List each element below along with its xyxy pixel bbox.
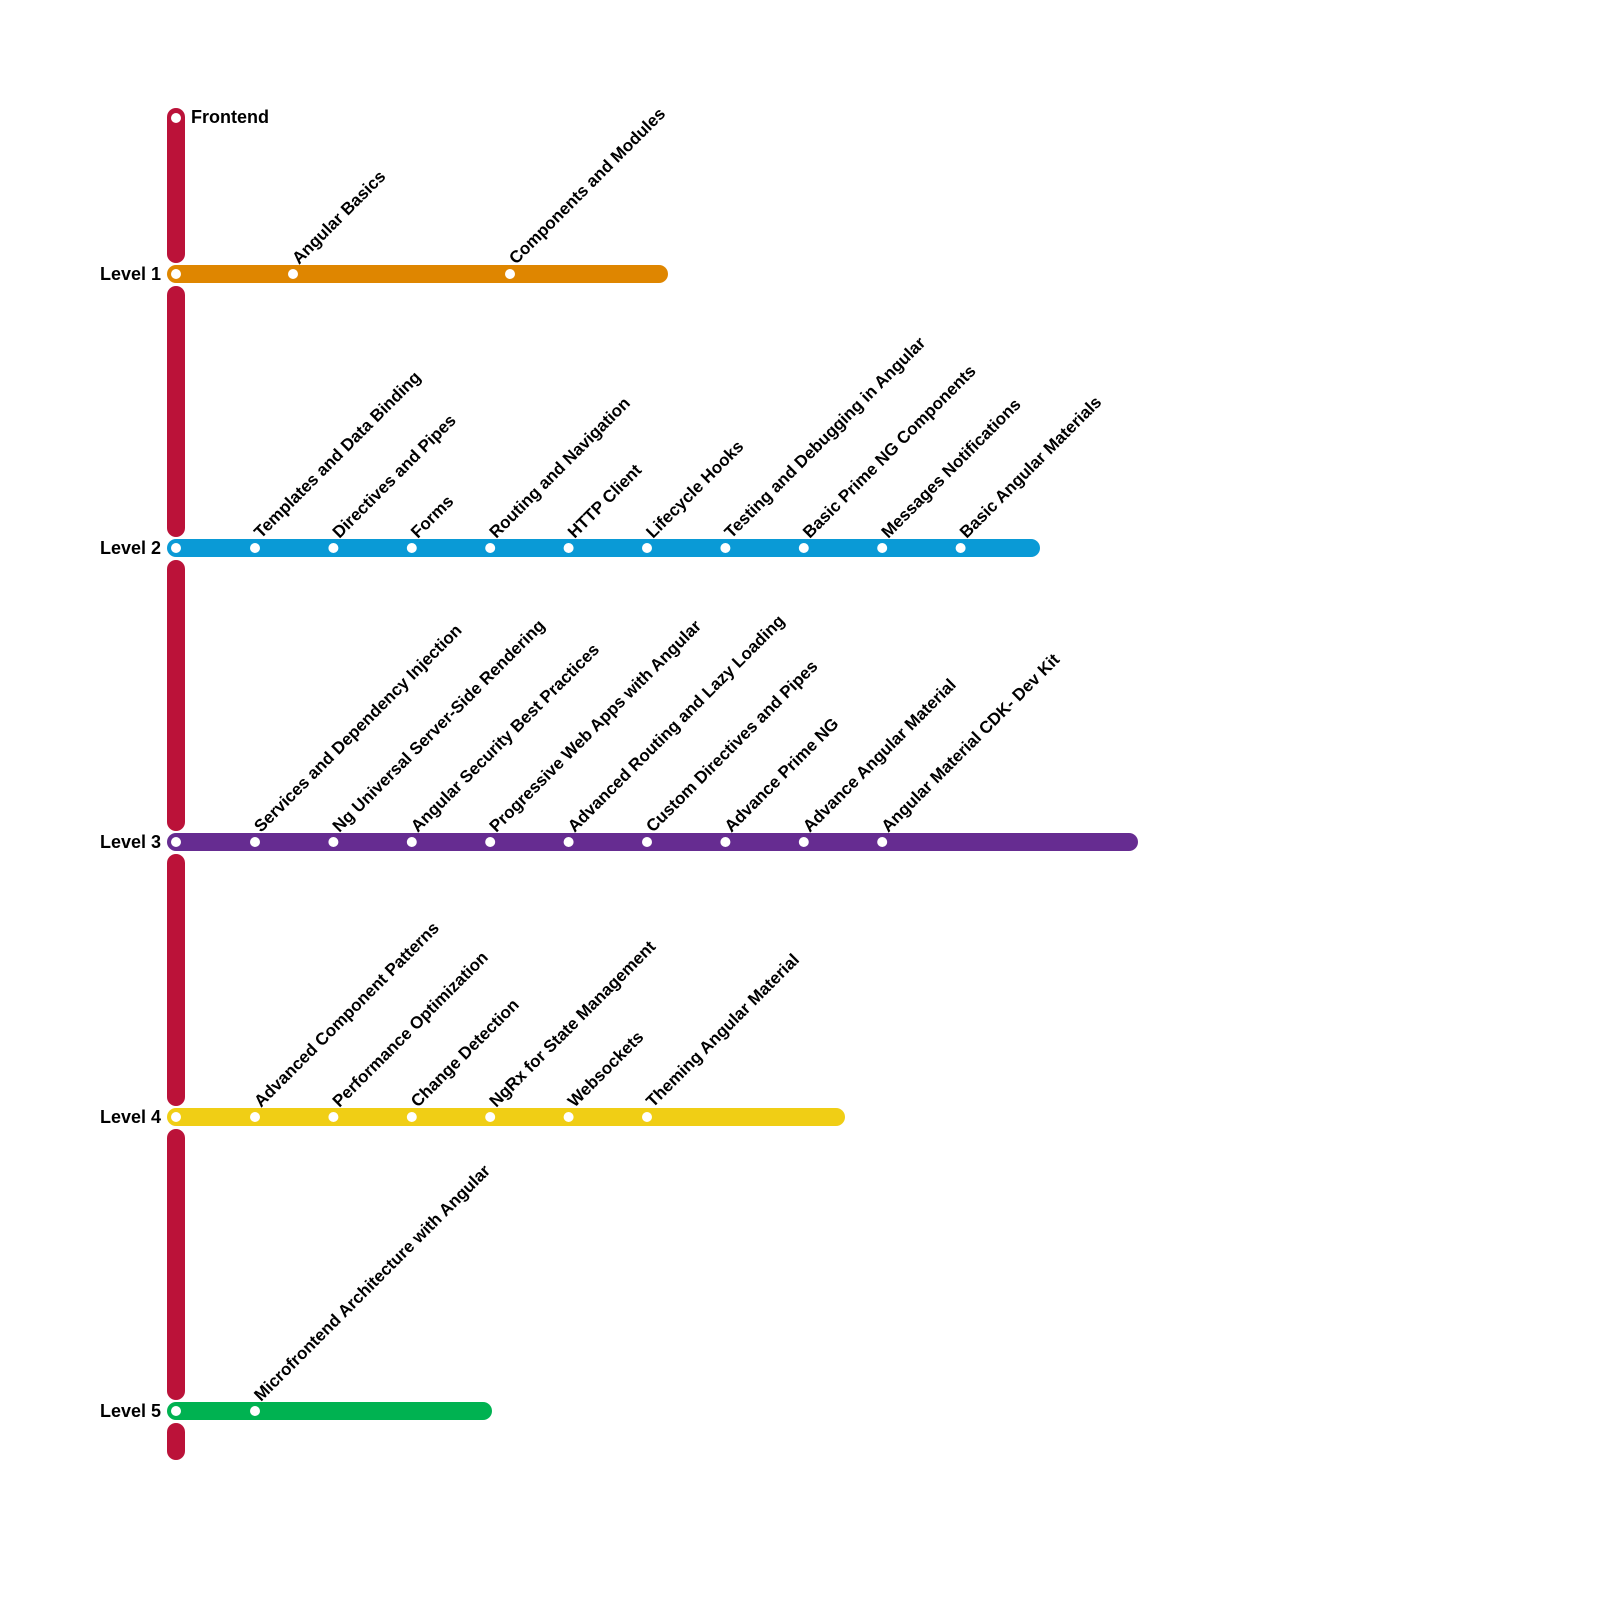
station-dot[interactable] [485,543,496,553]
station-label: Theming Angular Material [642,950,803,1111]
interchange-station [171,1406,181,1416]
trunk-segment [167,286,185,537]
frontend-trunk-line [167,108,185,1460]
interchange-station [171,837,181,847]
station-dot[interactable] [406,543,417,553]
station-dot[interactable] [485,837,496,847]
station-dot[interactable] [720,837,731,847]
station-label: Basic Prime NG Components [799,361,979,541]
station-dot[interactable] [406,1112,417,1122]
station-dot[interactable] [250,1112,260,1122]
station-dot[interactable] [563,1112,574,1122]
station-label: Websockets [564,1027,647,1110]
frontend-origin-station [171,113,181,123]
level-label: Level 5 [100,1401,161,1421]
station-label: Custom Directives and Pipes [642,657,821,836]
level-1-line: Level 1 Angular Basics Components and Modu… [100,104,669,284]
station-label: HTTP Client [564,460,646,542]
station-label: Routing and Navigation [486,393,634,541]
station-label: Forms [407,492,457,542]
line-bar [167,265,668,283]
station-dot[interactable] [250,543,260,553]
line-bar [167,539,1040,557]
station-dot[interactable] [877,543,888,553]
interchange-station [171,543,181,553]
interchange-station [171,269,181,279]
line-bar [167,1108,845,1126]
level-5-line: Level 5 Microfrontend Architecture with A… [100,1161,494,1421]
trunk-segment [167,108,185,263]
station-dot[interactable] [505,269,515,279]
station-dot[interactable] [955,543,966,553]
station-dot[interactable] [250,837,260,847]
station-dot[interactable] [328,837,339,847]
line-bar [167,1402,492,1420]
station-label: Components and Modules [505,104,669,268]
station-label: NgRx for State Management [486,937,660,1111]
station-label: Templates and Data Binding [250,368,424,542]
station-dot[interactable] [328,543,339,553]
interchange-station [171,1112,181,1122]
station-dot[interactable] [798,543,809,553]
station-dot[interactable] [642,543,652,553]
station-label: Advance Angular Material [799,675,960,836]
level-label: Level 4 [100,1107,161,1127]
station-label: Basic Angular Materials [956,393,1105,542]
level-label: Level 2 [100,538,161,558]
trunk-segment [167,854,185,1106]
station-dot[interactable] [642,837,652,847]
station-dot[interactable] [328,1112,339,1122]
line-bar [167,833,1138,851]
station-label: Microfrontend Architecture with Angular [250,1161,494,1405]
trunk-segment [167,560,185,831]
station-dot[interactable] [250,1406,260,1416]
station-dot[interactable] [406,837,417,847]
trunk-segment [167,1129,185,1400]
station-dot[interactable] [720,543,731,553]
station-dot[interactable] [563,837,574,847]
station-dot[interactable] [642,1112,652,1122]
station-dot[interactable] [563,543,574,553]
station-dot[interactable] [798,837,809,847]
station-label: Messages Notifications [878,395,1025,542]
station-label: Angular Basics [288,167,389,268]
station-dot[interactable] [288,269,298,279]
station-dot[interactable] [877,837,888,847]
station-dot[interactable] [485,1112,496,1122]
level-label: Level 1 [100,264,161,284]
trunk-segment [167,1423,185,1460]
level-label: Level 3 [100,832,161,852]
station-label: Performance Optimization [329,948,492,1111]
trunk-title: Frontend [191,107,269,127]
